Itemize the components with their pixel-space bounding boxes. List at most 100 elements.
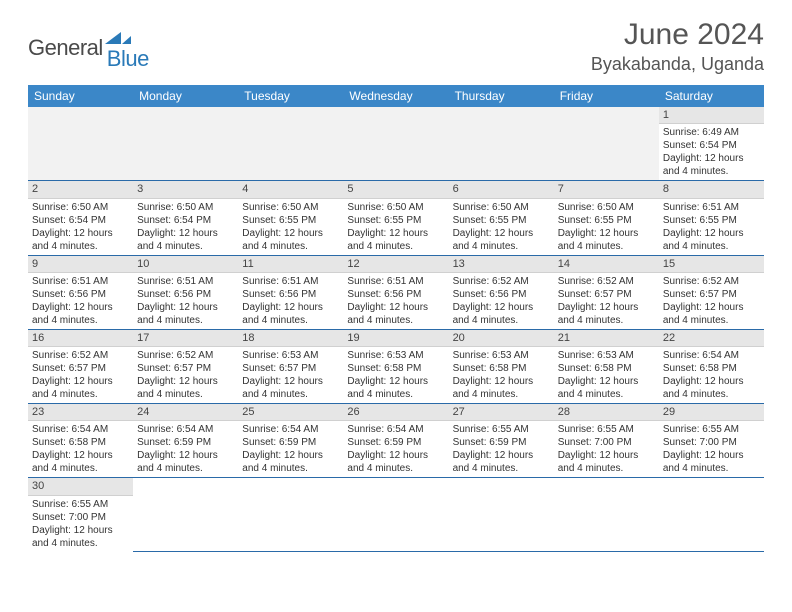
sunrise-text: Sunrise: 6:50 AM [453, 201, 550, 214]
day-details: Sunrise: 6:54 AMSunset: 6:59 PMDaylight:… [343, 421, 448, 477]
calendar-day-cell [133, 478, 238, 552]
daylight-text-2: and 4 minutes. [558, 314, 655, 327]
calendar-week-row: 23Sunrise: 6:54 AMSunset: 6:58 PMDayligh… [28, 404, 764, 478]
sunset-text: Sunset: 6:58 PM [663, 362, 760, 375]
calendar-week-row: 9Sunrise: 6:51 AMSunset: 6:56 PMDaylight… [28, 255, 764, 329]
sunset-text: Sunset: 6:58 PM [347, 362, 444, 375]
daylight-text-1: Daylight: 12 hours [663, 449, 760, 462]
sunrise-text: Sunrise: 6:54 AM [663, 349, 760, 362]
daylight-text-2: and 4 minutes. [32, 388, 129, 401]
day-number: 30 [28, 478, 133, 495]
day-number: 14 [554, 256, 659, 273]
day-details: Sunrise: 6:50 AMSunset: 6:55 PMDaylight:… [554, 199, 659, 255]
sunset-text: Sunset: 7:00 PM [558, 436, 655, 449]
sunrise-text: Sunrise: 6:51 AM [663, 201, 760, 214]
sunrise-text: Sunrise: 6:55 AM [32, 498, 129, 511]
day-number: 1 [659, 107, 764, 124]
daylight-text-2: and 4 minutes. [453, 462, 550, 475]
daylight-text-2: and 4 minutes. [137, 314, 234, 327]
calendar-day-cell: 1Sunrise: 6:49 AMSunset: 6:54 PMDaylight… [659, 107, 764, 181]
day-number: 17 [133, 330, 238, 347]
daylight-text-2: and 4 minutes. [347, 462, 444, 475]
daylight-text-1: Daylight: 12 hours [453, 301, 550, 314]
daylight-text-1: Daylight: 12 hours [32, 449, 129, 462]
calendar-day-cell [28, 107, 133, 181]
sunrise-text: Sunrise: 6:52 AM [663, 275, 760, 288]
sunset-text: Sunset: 7:00 PM [32, 511, 129, 524]
sunrise-text: Sunrise: 6:50 AM [32, 201, 129, 214]
day-details: Sunrise: 6:51 AMSunset: 6:55 PMDaylight:… [659, 199, 764, 255]
day-details: Sunrise: 6:50 AMSunset: 6:54 PMDaylight:… [133, 199, 238, 255]
daylight-text-1: Daylight: 12 hours [32, 375, 129, 388]
daylight-text-1: Daylight: 12 hours [347, 449, 444, 462]
day-details: Sunrise: 6:55 AMSunset: 7:00 PMDaylight:… [554, 421, 659, 477]
day-details: Sunrise: 6:52 AMSunset: 6:57 PMDaylight:… [659, 273, 764, 329]
daylight-text-2: and 4 minutes. [663, 462, 760, 475]
daylight-text-1: Daylight: 12 hours [347, 301, 444, 314]
daylight-text-1: Daylight: 12 hours [32, 524, 129, 537]
weekday-header: Wednesday [343, 85, 448, 107]
sunset-text: Sunset: 6:58 PM [32, 436, 129, 449]
sunset-text: Sunset: 6:59 PM [453, 436, 550, 449]
daylight-text-1: Daylight: 12 hours [453, 449, 550, 462]
calendar-day-cell: 11Sunrise: 6:51 AMSunset: 6:56 PMDayligh… [238, 255, 343, 329]
day-number: 21 [554, 330, 659, 347]
sunset-text: Sunset: 6:57 PM [242, 362, 339, 375]
day-number: 15 [659, 256, 764, 273]
day-details: Sunrise: 6:51 AMSunset: 6:56 PMDaylight:… [28, 273, 133, 329]
day-number: 25 [238, 404, 343, 421]
calendar-day-cell: 5Sunrise: 6:50 AMSunset: 6:55 PMDaylight… [343, 181, 448, 255]
sunrise-text: Sunrise: 6:54 AM [347, 423, 444, 436]
sunset-text: Sunset: 6:56 PM [453, 288, 550, 301]
day-details: Sunrise: 6:50 AMSunset: 6:54 PMDaylight:… [28, 199, 133, 255]
calendar-day-cell: 2Sunrise: 6:50 AMSunset: 6:54 PMDaylight… [28, 181, 133, 255]
daylight-text-1: Daylight: 12 hours [32, 227, 129, 240]
month-title: June 2024 [591, 18, 764, 52]
day-number: 20 [449, 330, 554, 347]
brand-text-blue: Blue [107, 46, 149, 72]
daylight-text-2: and 4 minutes. [137, 462, 234, 475]
daylight-text-2: and 4 minutes. [663, 165, 760, 178]
sunrise-text: Sunrise: 6:53 AM [242, 349, 339, 362]
daylight-text-1: Daylight: 12 hours [347, 375, 444, 388]
day-number: 28 [554, 404, 659, 421]
calendar-day-cell: 18Sunrise: 6:53 AMSunset: 6:57 PMDayligh… [238, 329, 343, 403]
daylight-text-1: Daylight: 12 hours [453, 375, 550, 388]
daylight-text-2: and 4 minutes. [242, 314, 339, 327]
calendar-week-row: 30 Sunrise: 6:55 AMSunset: 7:00 PMDayligh… [28, 478, 764, 552]
daylight-text-2: and 4 minutes. [663, 240, 760, 253]
sunset-text: Sunset: 6:57 PM [32, 362, 129, 375]
sunrise-text: Sunrise: 6:50 AM [137, 201, 234, 214]
sunset-text: Sunset: 6:56 PM [242, 288, 339, 301]
sunrise-text: Sunrise: 6:51 AM [347, 275, 444, 288]
day-details: Sunrise: 6:52 AMSunset: 6:57 PMDaylight:… [554, 273, 659, 329]
day-details: Sunrise: 6:54 AMSunset: 6:59 PMDaylight:… [238, 421, 343, 477]
weekday-header: Saturday [659, 85, 764, 107]
day-details: Sunrise: 6:55 AMSunset: 6:59 PMDaylight:… [449, 421, 554, 477]
sunrise-text: Sunrise: 6:51 AM [32, 275, 129, 288]
calendar-day-cell [343, 478, 448, 552]
sunrise-text: Sunrise: 6:50 AM [242, 201, 339, 214]
sunrise-text: Sunrise: 6:50 AM [558, 201, 655, 214]
sunrise-text: Sunrise: 6:55 AM [663, 423, 760, 436]
daylight-text-1: Daylight: 12 hours [558, 227, 655, 240]
daylight-text-2: and 4 minutes. [242, 240, 339, 253]
day-number: 16 [28, 330, 133, 347]
sunset-text: Sunset: 6:59 PM [137, 436, 234, 449]
sunset-text: Sunset: 6:54 PM [663, 139, 760, 152]
sunset-text: Sunset: 6:58 PM [558, 362, 655, 375]
day-number: 24 [133, 404, 238, 421]
daylight-text-1: Daylight: 12 hours [558, 375, 655, 388]
day-details: Sunrise: 6:53 AMSunset: 6:57 PMDaylight:… [238, 347, 343, 403]
daylight-text-1: Daylight: 12 hours [32, 301, 129, 314]
sunrise-text: Sunrise: 6:51 AM [242, 275, 339, 288]
daylight-text-1: Daylight: 12 hours [137, 449, 234, 462]
sunrise-text: Sunrise: 6:52 AM [558, 275, 655, 288]
day-details: Sunrise: 6:50 AMSunset: 6:55 PMDaylight:… [238, 199, 343, 255]
day-details: Sunrise: 6:51 AMSunset: 6:56 PMDaylight:… [343, 273, 448, 329]
day-number: 27 [449, 404, 554, 421]
sunrise-text: Sunrise: 6:54 AM [242, 423, 339, 436]
page-header: General Blue June 2024 Byakabanda, Ugand… [28, 18, 764, 75]
daylight-text-2: and 4 minutes. [663, 314, 760, 327]
day-details: Sunrise: 6:54 AMSunset: 6:59 PMDaylight:… [133, 421, 238, 477]
